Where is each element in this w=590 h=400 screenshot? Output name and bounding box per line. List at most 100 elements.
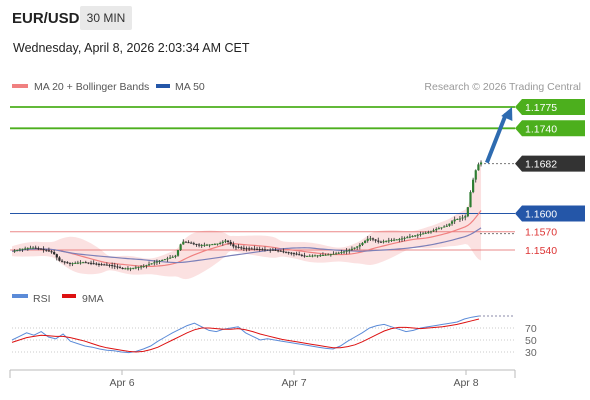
candle-body	[16, 249, 19, 251]
candle-body	[424, 232, 427, 234]
candle-body	[31, 247, 35, 249]
candle-body	[113, 265, 116, 267]
candle-body	[237, 246, 240, 248]
candle-body	[92, 263, 95, 265]
ma20-line	[11, 210, 482, 267]
candle-body	[108, 264, 111, 266]
candle-body	[327, 254, 330, 256]
time-axis-label: Apr 7	[281, 377, 306, 389]
candle-body	[166, 258, 169, 260]
candle-body	[271, 249, 274, 251]
candle-body	[150, 263, 153, 265]
candle-body	[411, 235, 414, 237]
candle-body	[319, 255, 322, 257]
candle-body	[242, 247, 245, 249]
candle-body	[261, 249, 264, 251]
candle-body	[45, 249, 48, 251]
candle-body	[353, 247, 356, 249]
price-tag-label: 1.1740	[525, 123, 557, 135]
candle-body	[300, 254, 303, 256]
candle-body	[464, 216, 467, 218]
candle-body	[419, 234, 422, 236]
candle-body	[50, 251, 53, 253]
candle-body	[321, 254, 325, 256]
candle-body	[440, 227, 443, 229]
rsi-ma-line	[11, 318, 480, 353]
candle-body	[18, 249, 22, 251]
candle-body	[395, 239, 398, 241]
candle-body	[421, 233, 425, 235]
candle-body	[363, 240, 367, 243]
candle-body	[469, 192, 472, 208]
candle-body	[140, 266, 143, 268]
candle-body	[279, 250, 282, 252]
candle-body	[342, 251, 346, 253]
timeframe-button[interactable]: 30 MIN	[80, 6, 132, 30]
candle-body	[47, 250, 50, 252]
support-price-label: 1.1540	[525, 245, 557, 257]
candle-body	[245, 248, 248, 250]
candle-body	[169, 257, 172, 259]
rsi-tick-label: 70	[525, 323, 537, 335]
candle-body	[358, 244, 361, 247]
candle-body	[379, 241, 382, 243]
candle-body	[24, 248, 27, 250]
candle-body	[461, 217, 464, 219]
candle-body	[448, 223, 451, 226]
candle-body	[205, 244, 209, 246]
candle-body	[287, 252, 290, 254]
candle-body	[472, 179, 475, 193]
candle-body	[427, 232, 430, 234]
datetime-label: Wednesday, April 8, 2026 2:03:34 AM CET	[13, 41, 250, 55]
candle-body	[432, 230, 435, 232]
forecast-arrow	[485, 107, 513, 164]
candle-body	[34, 247, 37, 249]
candle-body	[163, 259, 166, 261]
candle-body	[192, 243, 195, 245]
candle-body	[37, 248, 40, 250]
candle-body	[284, 251, 288, 253]
candle-body	[329, 254, 332, 256]
candle-body	[435, 229, 438, 231]
candle-body	[445, 225, 448, 227]
candle-body	[71, 263, 74, 265]
candle-body	[124, 268, 127, 270]
candle-body	[176, 250, 180, 256]
candle-body	[385, 240, 388, 242]
candle-body	[187, 242, 190, 244]
bollinger-band-fill	[12, 160, 482, 280]
credit-label: Research © 2026 Trading Central	[424, 81, 581, 93]
candle-body	[155, 261, 159, 263]
candle-body	[290, 252, 293, 254]
candle-body	[232, 244, 235, 247]
ma50-line	[11, 227, 482, 264]
candle-body	[335, 253, 338, 255]
candle-body	[458, 218, 462, 220]
candle-body	[311, 255, 314, 257]
candle-body	[258, 249, 261, 251]
candle-body	[13, 250, 16, 252]
candle-body	[121, 268, 124, 270]
rsi-ma-legend-swatch	[62, 294, 76, 298]
bollinger-bands	[12, 160, 482, 280]
candle-body	[224, 240, 227, 242]
support-price-label: 1.1570	[525, 227, 557, 239]
ma20-legend-label: MA 20 + Bollinger Bands	[34, 81, 149, 93]
candle-body	[79, 262, 82, 264]
price-tag-label: 1.1600	[525, 208, 557, 220]
candle-body	[479, 162, 483, 165]
candle-body	[53, 252, 56, 255]
candlesticks	[13, 160, 483, 272]
candle-body	[179, 244, 182, 251]
candle-body	[190, 242, 193, 244]
candle-body	[456, 218, 459, 220]
candle-body	[443, 226, 446, 228]
candle-body	[437, 228, 440, 230]
candle-body	[429, 231, 433, 233]
candle-body	[95, 263, 98, 265]
candle-body	[58, 257, 61, 261]
candle-body	[126, 268, 130, 270]
header: EUR/USD 30 MIN	[0, 0, 590, 36]
candle-body	[21, 248, 24, 250]
